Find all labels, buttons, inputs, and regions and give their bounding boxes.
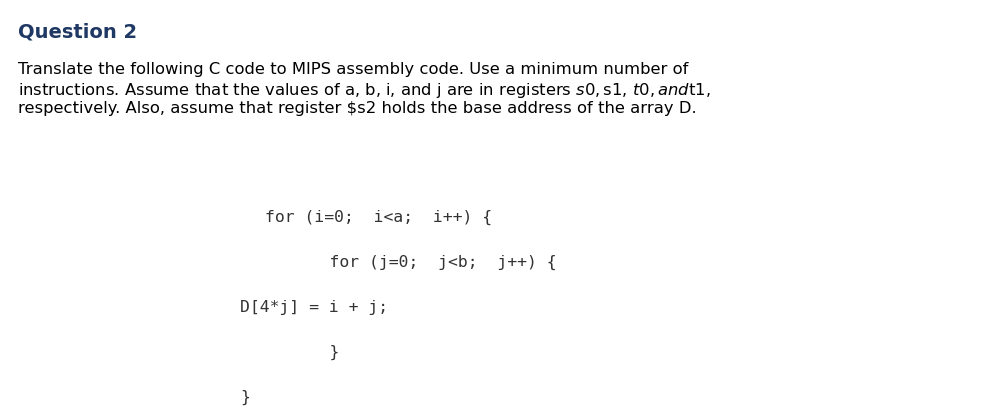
Text: respectively. Also, assume that register $s2 holds the base address of the array: respectively. Also, assume that register… (18, 101, 697, 116)
Text: for (j=0;  j<b;  j++) {: for (j=0; j<b; j++) { (290, 255, 557, 270)
Text: D[4*j] = i + j;: D[4*j] = i + j; (240, 300, 388, 315)
Text: for (i=0;  i<a;  i++) {: for (i=0; i<a; i++) { (265, 210, 492, 225)
Text: instructions. Assume that the values of a, b, i, and j are in registers $s0, $s1: instructions. Assume that the values of … (18, 81, 711, 100)
Text: Translate the following C code to MIPS assembly code. Use a minimum number of: Translate the following C code to MIPS a… (18, 62, 689, 77)
Text: }: } (240, 390, 250, 405)
Text: Question 2: Question 2 (18, 22, 137, 41)
Text: }: } (290, 345, 339, 360)
